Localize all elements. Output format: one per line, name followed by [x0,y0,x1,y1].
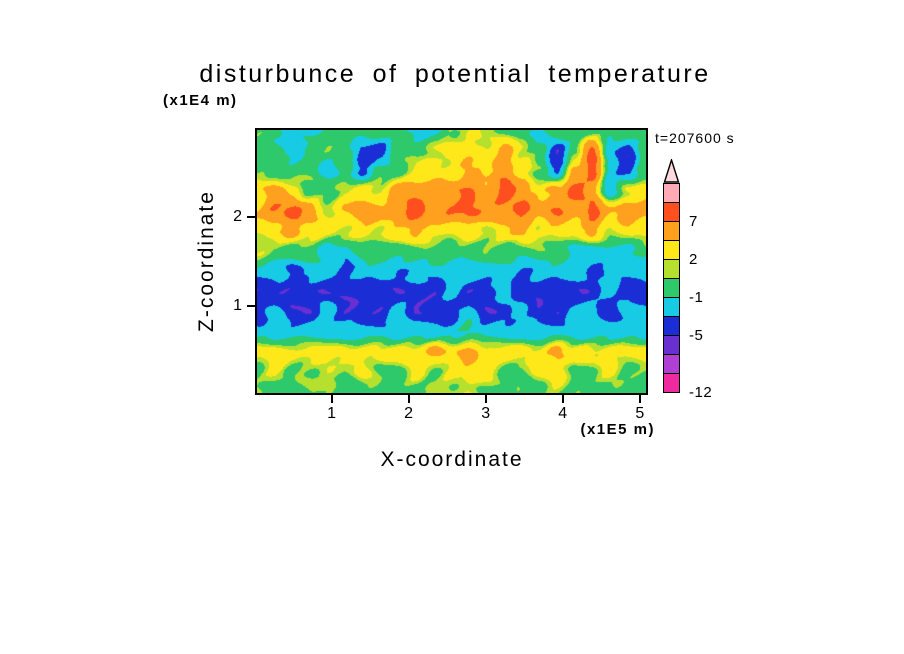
y-tick-label: 2 [233,207,243,225]
x-axis-title: X-coordinate [380,448,524,471]
colorbar: -12 -5 -1 2 7 [663,159,712,401]
x-tick-mark [331,395,334,403]
y-axis-units-label: (x1E4 m) [163,92,238,109]
x-tick-mark [562,395,565,403]
chart-title: disturbunce of potential temperature [199,60,711,88]
x-tick-label: 5 [635,405,646,422]
x-axis-ticks: 1 2 3 4 5 [255,395,648,429]
colorbar-segment [663,335,680,355]
y-tick-mark [247,305,255,307]
timestamp-label: t=207600 s [655,130,735,146]
y-tick-label: 1 [233,297,243,314]
colorbar-segment [663,316,680,336]
x-tick-mark [485,395,488,403]
colorbar-segment [663,183,680,203]
colorbar-arrow-icon [663,159,680,183]
colorbar-label: -5 [689,327,704,344]
colorbar-label: -1 [689,289,704,306]
colorbar-label: 7 [689,213,698,230]
colorbar-segment [663,202,680,222]
colorbar-segment [663,240,680,260]
colorbar-segment [663,297,680,317]
x-tick-mark [408,395,411,403]
x-tick-label: 1 [327,405,337,422]
x-tick-label: 2 [404,405,415,422]
x-axis-units-label: (x1E5 m) [580,421,655,438]
colorbar-segment [663,221,680,241]
colorbar-segment [663,373,680,393]
contour-field [257,130,646,393]
colorbar-segment [663,278,680,298]
x-tick-mark [639,395,642,403]
colorbar-label: 2 [689,251,698,268]
colorbar-segment [663,354,680,374]
colorbar-segment [663,259,680,279]
x-tick-label: 4 [558,405,569,422]
x-tick-label: 3 [481,405,492,422]
y-tick-mark [247,215,255,218]
plot-area [255,128,648,395]
colorbar-label: -12 [689,384,713,401]
